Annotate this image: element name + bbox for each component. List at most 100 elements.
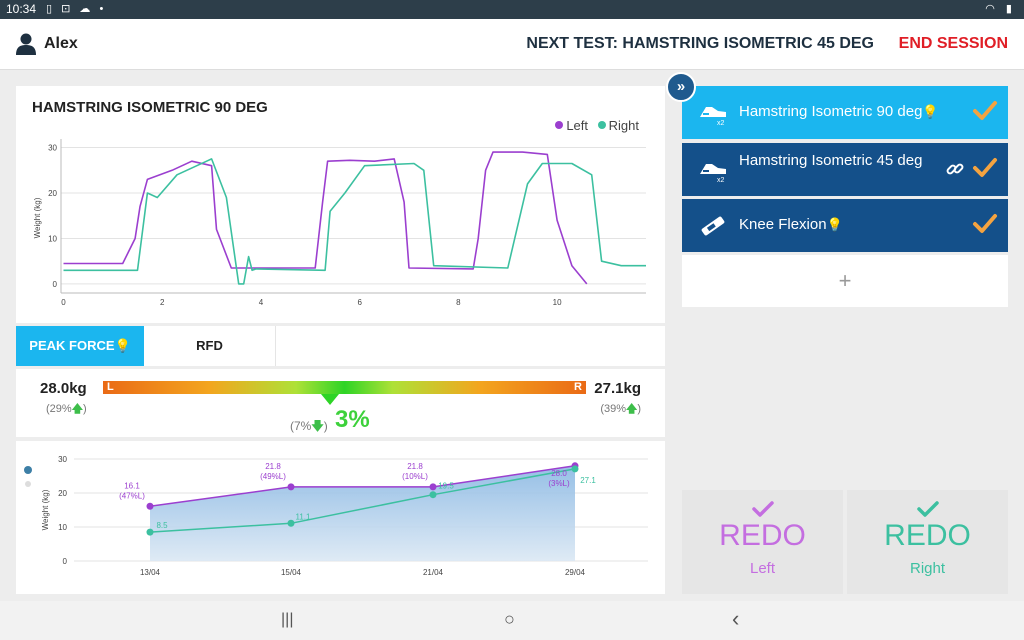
svg-text:x2: x2 [717, 177, 725, 184]
x-tick-label: 4 [259, 298, 264, 307]
legend-label-right: Right [608, 118, 639, 133]
legend-dot-right [597, 121, 606, 129]
balance-gradient-bar: L R [103, 381, 586, 394]
next-test-label[interactable]: NEXT TEST: HAMSTRING ISOMETRIC 45 DEG [526, 35, 874, 52]
test-item-hamstring-45[interactable]: x2 Hamstring Isometric 45 deg [682, 143, 1008, 196]
checkmark-icon [752, 501, 774, 517]
status-notification-icons: ▯ ⊡ ☁ • [46, 3, 107, 15]
lightbulb-icon: 💡 [114, 338, 131, 353]
home-button[interactable]: ○ [504, 609, 515, 629]
arrow-down-icon: 🡇 [311, 419, 324, 433]
force-time-chart-card: HAMSTRING ISOMETRIC 90 DEG Left Right 0 1… [16, 86, 665, 323]
test-name: Hamstring Isometric 90 deg💡 [739, 103, 939, 120]
force-time-plot: 0 10 20 30 0 2 4 6 8 10 Weight (kg) [33, 139, 646, 307]
user-name[interactable]: Alex [44, 35, 78, 52]
history-label-left: 28.0 [551, 469, 567, 478]
chart-legend: Left Right [549, 118, 639, 133]
x-tick-label: 10 [553, 298, 562, 307]
x-tick-label: 29/04 [565, 568, 586, 577]
page-indicator-dot [25, 481, 31, 487]
checkmark-icon [973, 101, 997, 120]
history-point-left [287, 483, 295, 491]
redo-label: REDO [719, 519, 806, 552]
checkmark-icon [973, 158, 997, 177]
x-tick-label: 8 [456, 298, 461, 307]
history-point-left [146, 502, 154, 510]
hamstring-device-icon: x2 [700, 107, 726, 127]
recents-button[interactable]: ||| [281, 611, 294, 628]
history-label-left-pct: (10%L) [402, 472, 428, 481]
y-tick-label: 20 [48, 189, 57, 198]
tab-peak-force[interactable]: PEAK FORCE💡 [16, 326, 144, 366]
y-tick-label: 0 [53, 280, 58, 289]
history-label-left-pct: (3%L) [548, 479, 570, 488]
y-tick-label: 0 [63, 557, 68, 566]
test-name-text: Knee Flexion [739, 216, 827, 233]
history-area [150, 465, 575, 561]
left-force-change-text: (29% [46, 403, 72, 415]
checkmark-icon [973, 214, 997, 233]
tab-rfd[interactable]: RFD [144, 326, 276, 366]
status-time: 10:34 [6, 2, 37, 16]
x-tick-label: 6 [357, 298, 362, 307]
history-label-left: 21.8 [407, 462, 423, 471]
balance-marker [321, 394, 339, 405]
legend-item-right: Right [597, 118, 639, 133]
x-tick-label: 15/04 [281, 568, 302, 577]
bar-right-label: R [574, 381, 582, 393]
redo-left-button[interactable]: REDO Left [682, 490, 843, 594]
history-point-right [146, 528, 154, 536]
y-tick-label: 20 [58, 489, 67, 498]
redo-side-label: Left [749, 560, 776, 577]
x-tick-label: 0 [61, 298, 66, 307]
force-balance-card: 28.0kg (29%🡅) L R (7%🡇) 3% 27.1kg (39%🡅) [16, 369, 665, 437]
redo-side-label: Right [909, 560, 946, 577]
series-line-right [63, 158, 646, 285]
top-header: Alex NEXT TEST: HAMSTRING ISOMETRIC 45 D… [0, 19, 1024, 70]
y-tick-label: 10 [58, 523, 67, 532]
history-label-left: 16.1 [124, 481, 140, 490]
add-test-button[interactable]: + [682, 255, 1008, 307]
y-tick-label: 30 [58, 455, 67, 464]
right-force-change: (39%🡅) [600, 403, 641, 415]
status-system-icons: ◠ ▮ [985, 3, 1016, 15]
history-point-right [429, 491, 437, 499]
legend-label-left: Left [566, 118, 589, 133]
test-item-hamstring-90[interactable]: x2 Hamstring Isometric 90 deg💡 [682, 86, 1008, 139]
user-icon [16, 33, 36, 55]
y-tick-label: 30 [48, 144, 57, 153]
metric-tabs: PEAK FORCE💡 RFD [16, 326, 665, 366]
svg-text:x2: x2 [717, 120, 725, 127]
x-tick-label: 21/04 [423, 568, 444, 577]
test-name: Hamstring Isometric 45 deg [739, 152, 923, 169]
redo-right-button[interactable]: REDO Right [847, 490, 1008, 594]
asymmetry-percent: 3% [335, 406, 370, 433]
tab-peak-force-label: PEAK FORCE [29, 338, 115, 353]
history-plot: 0 10 20 30 Weight (kg) 16.1(47%L) 21.8 (49%L) 21… [24, 455, 648, 577]
status-bar: 10:34 ▯ ⊡ ☁ • ◠ ▮ [0, 0, 1024, 19]
page-indicator-dot [24, 466, 32, 474]
right-force-value: 27.1kg [594, 380, 641, 397]
end-session-button[interactable]: END SESSION [898, 35, 1008, 52]
history-label-right: 27.1 [580, 476, 596, 485]
x-tick-label: 13/04 [140, 568, 161, 577]
history-label-left-pct: (47%L) [119, 491, 145, 500]
history-label-right: 19.5 [438, 482, 454, 491]
lightbulb-icon: 💡 [826, 217, 843, 232]
legend-dot-left [555, 121, 564, 129]
series-line-left [63, 151, 588, 285]
test-name: Knee Flexion💡 [739, 216, 843, 233]
left-force-change: (29%🡅) [46, 403, 87, 415]
test-name-text: Hamstring Isometric 90 deg [739, 103, 923, 120]
redo-label: REDO [884, 519, 971, 552]
collapse-panel-button[interactable]: » [666, 72, 696, 102]
history-chart-card: 0 10 20 30 Weight (kg) 16.1 (47%L) 21.8 (49%L) 21… [16, 441, 665, 594]
legend-item-left: Left [555, 118, 588, 133]
history-label-right: 11.1 [296, 512, 312, 521]
y-axis-label: Weight (kg) [41, 489, 50, 530]
history-label-left-pct: (49%L) [260, 472, 286, 481]
test-item-knee-flexion[interactable]: Knee Flexion💡 [682, 199, 1008, 252]
right-force-change-text: (39% [600, 403, 627, 415]
back-button[interactable]: ‹ [732, 606, 740, 631]
history-line-left [149, 465, 576, 508]
